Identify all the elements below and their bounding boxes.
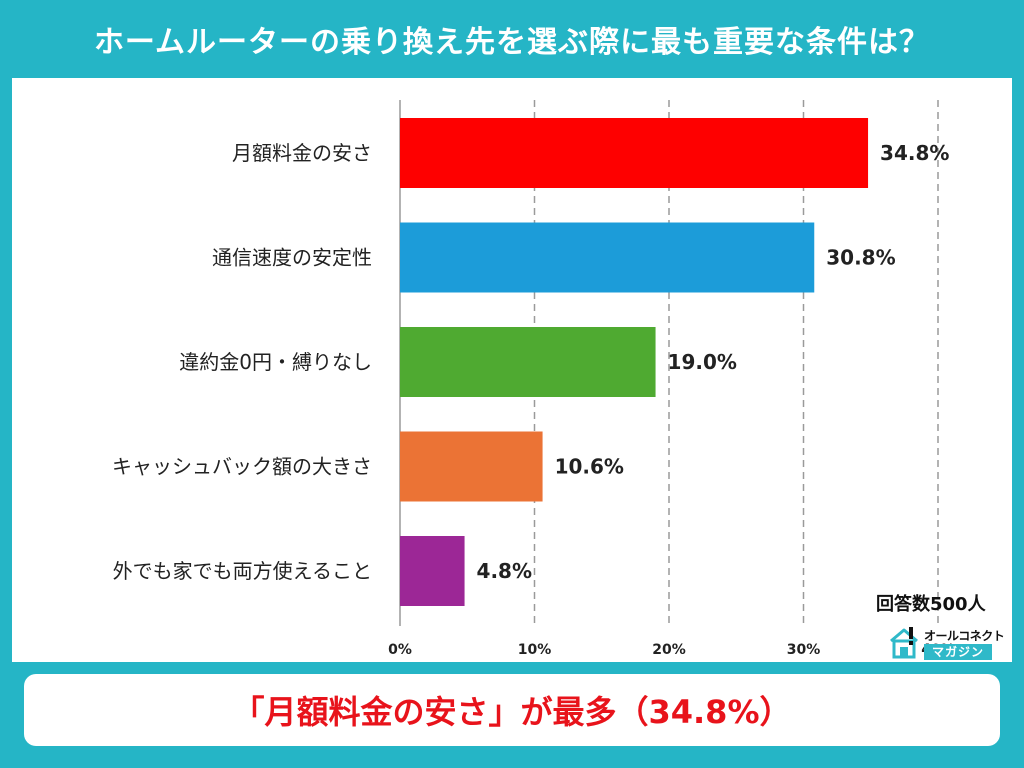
logo-text-bottom: マガジン [924, 644, 993, 660]
chart-title: ホームルーターの乗り換え先を選ぶ際に最も重要な条件は？ [93, 25, 931, 60]
bars [400, 118, 869, 606]
house-icon [890, 627, 918, 659]
category-label: 外でも家でも両方使えること [113, 559, 372, 583]
x-tick-label: 30% [787, 642, 821, 658]
chart-panel: 0%10%20%30%40%月額料金の安さ34.8%通信速度の安定性30.8%違… [12, 78, 1012, 662]
logo-text-top: オールコネクト [924, 629, 1005, 643]
x-tick-label: 20% [652, 642, 686, 658]
category-label: 通信速度の安定性 [212, 246, 372, 270]
respondent-count: 回答数500人 [876, 594, 986, 615]
bar [400, 536, 465, 606]
value-label: 30.8% [826, 246, 895, 270]
value-label: 19.0% [668, 350, 737, 374]
summary-banner: 「月額料金の安さ」が最多（34.8%） [24, 674, 1000, 746]
value-label: 10.6% [555, 455, 624, 479]
category-label: キャッシュバック額の大きさ [112, 455, 372, 479]
category-label: 月額料金の安さ [232, 141, 372, 165]
value-label: 4.8% [477, 559, 532, 583]
value-label: 34.8% [880, 141, 949, 165]
bar [400, 222, 815, 293]
brand-logo: オールコネクト マガジン [888, 624, 1012, 664]
labels: 0%10%20%30%40%月額料金の安さ34.8%通信速度の安定性30.8%違… [112, 141, 955, 658]
bar [400, 118, 869, 188]
bar [400, 327, 656, 397]
category-label: 違約金0円・縛りなし [179, 350, 372, 374]
x-tick-label: 10% [518, 642, 552, 658]
x-tick-label: 0% [388, 642, 412, 658]
bar [400, 431, 543, 502]
bar-chart: 0%10%20%30%40%月額料金の安さ34.8%通信速度の安定性30.8%違… [112, 100, 955, 658]
